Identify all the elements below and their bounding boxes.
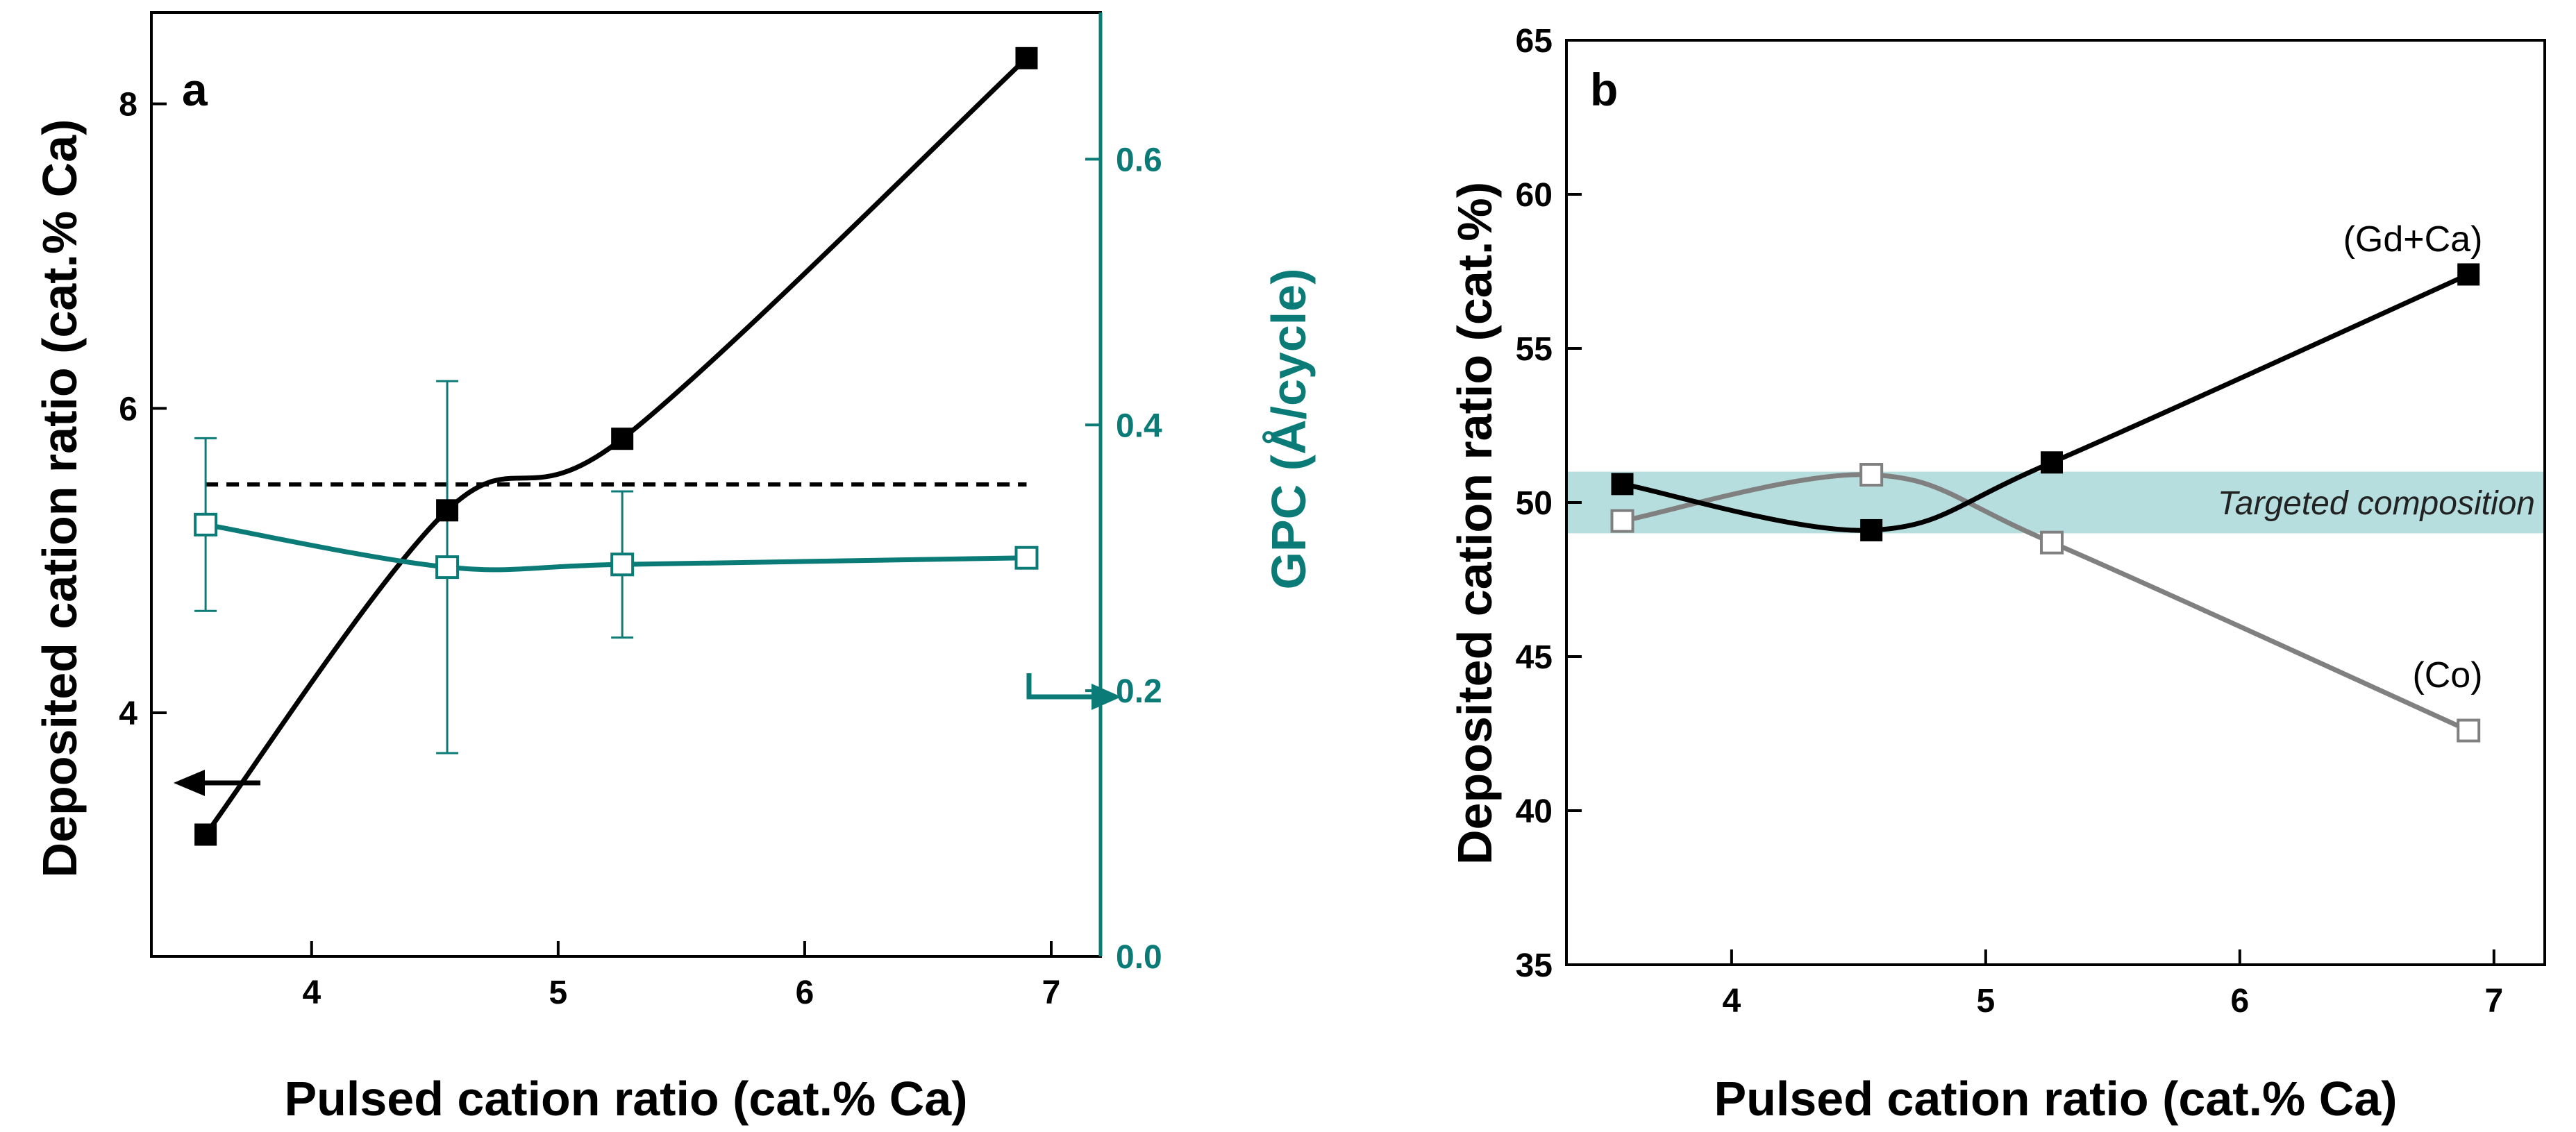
panel-b-chart: Targeted composition 4 5 6 735404550556065 … <box>1448 23 2546 1126</box>
gd-ca-point <box>1611 473 1634 496</box>
gpc-point <box>610 552 635 577</box>
co-curve <box>1621 472 2470 733</box>
gpc-point <box>1014 546 1039 570</box>
y-tick-label: 35 <box>1516 947 1553 984</box>
gd-ca-point <box>1860 518 1883 541</box>
gd-ca-point <box>2457 263 2480 286</box>
panel-a-label: a <box>182 64 208 115</box>
y-tick-label: 65 <box>1516 23 1553 60</box>
right-axis-arrow-icon <box>1026 673 1121 710</box>
panel-a-y-axis-title: Deposited cation ratio (cat.% Ca) <box>33 119 87 878</box>
gpc-point <box>435 555 460 580</box>
x-tick-label: 7 <box>2484 983 2503 1020</box>
deposited-ratio-point <box>1015 47 1038 69</box>
x-tick-label: 7 <box>1042 974 1061 1011</box>
y-tick-label: 45 <box>1516 639 1553 676</box>
gpc-curve <box>205 522 1027 573</box>
panel-a-chart: 4 5 6 7 4 6 8 0.0 0.2 0.4 0.6 a Pulsed cation rati… <box>33 11 1316 1126</box>
co-point <box>2457 718 2481 743</box>
x-tick-label: 5 <box>1977 983 1996 1020</box>
x-tick-label: 5 <box>549 974 568 1011</box>
y2-tick-label: 0.6 <box>1116 142 1162 178</box>
panel-a-y2-axis-title: GPC (Å/cycle) <box>1262 269 1316 590</box>
y-tick-label: 6 <box>119 391 137 428</box>
co-point <box>2040 530 2064 555</box>
panel-b-label: b <box>1590 64 1618 115</box>
left-axis-arrow-icon <box>174 770 260 796</box>
y-tick-label: 60 <box>1516 177 1553 214</box>
y-tick-label: 8 <box>119 87 137 124</box>
y-tick-label: 50 <box>1516 485 1553 522</box>
targeted-composition-label: Targeted composition <box>2218 485 2535 522</box>
y-tick-label: 4 <box>119 695 137 732</box>
series-label-co: (Co) <box>2412 655 2482 695</box>
y2-tick-label: 0.2 <box>1116 673 1162 710</box>
deposited-ratio-point <box>611 428 634 450</box>
panel-b-y-axis-title: Deposited cation ratio (cat.%) <box>1448 182 1502 865</box>
y-tick-label: 40 <box>1516 793 1553 830</box>
y-tick-label: 55 <box>1516 331 1553 368</box>
x-tick-label: 6 <box>2230 983 2249 1020</box>
arrow-shaft <box>1026 673 1097 700</box>
gd-ca-curve <box>1621 272 2470 533</box>
arrow-head <box>1092 684 1121 710</box>
targeted-composition-band <box>1568 471 2543 534</box>
deposited-ratio-point <box>436 499 459 522</box>
x-tick-label: 4 <box>1723 983 1741 1020</box>
co-point <box>1859 463 1884 487</box>
panel-b-x-axis-title: Pulsed cation ratio (cat.% Ca) <box>1714 1072 2397 1126</box>
co-point <box>1610 509 1634 533</box>
gpc-point <box>194 512 218 537</box>
deposited-ratio-point <box>194 823 217 846</box>
series-label-gd-ca: (Gd+Ca) <box>2343 219 2483 260</box>
deposited-ratio-curve <box>203 56 1028 836</box>
arrow-head <box>174 770 205 796</box>
x-tick-label: 4 <box>302 974 321 1011</box>
y2-tick-label: 0.4 <box>1116 407 1162 444</box>
x-tick-label: 6 <box>796 974 814 1011</box>
panel-b-axes-frame <box>1565 39 2546 966</box>
panel-a-x-axis-title: Pulsed cation ratio (cat.% Ca) <box>284 1072 967 1126</box>
gd-ca-point <box>2041 451 2064 474</box>
y2-tick-label: 0.0 <box>1116 939 1162 976</box>
